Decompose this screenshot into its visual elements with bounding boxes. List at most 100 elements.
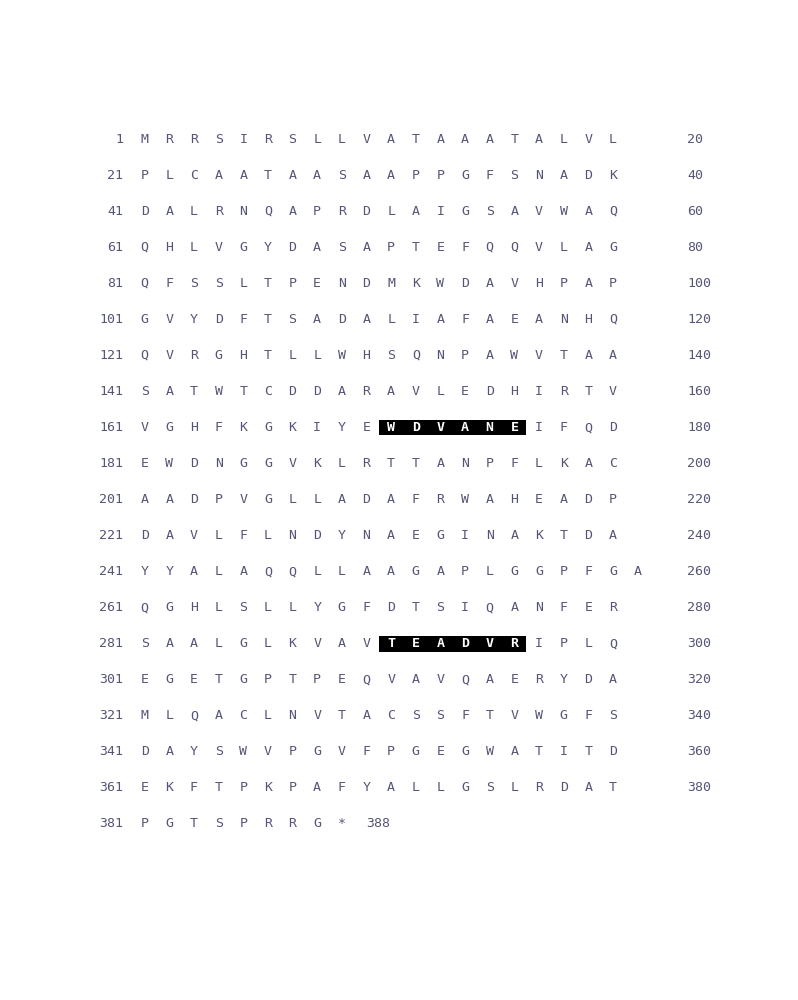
Text: S: S	[412, 709, 420, 722]
Text: S: S	[239, 601, 247, 614]
Text: 388: 388	[366, 817, 390, 830]
Text: F: F	[239, 529, 247, 542]
Text: Q: Q	[289, 565, 297, 578]
Text: H: H	[165, 241, 173, 254]
Text: V: V	[338, 745, 346, 758]
Text: M: M	[140, 709, 148, 722]
Text: L: L	[313, 133, 322, 146]
Text: F: F	[362, 745, 370, 758]
Text: L: L	[239, 277, 247, 290]
Text: S: S	[215, 277, 223, 290]
Bar	[379, 636, 526, 652]
Text: E: E	[437, 745, 444, 758]
Text: T: T	[486, 709, 494, 722]
Text: G: G	[165, 601, 173, 614]
Text: K: K	[289, 637, 297, 650]
Text: L: L	[215, 601, 223, 614]
Text: R: R	[289, 817, 297, 830]
Text: L: L	[215, 529, 223, 542]
Text: A: A	[412, 673, 420, 686]
Text: K: K	[412, 277, 420, 290]
Text: D: D	[140, 745, 148, 758]
Text: W: W	[338, 349, 346, 362]
Text: Q: Q	[362, 673, 370, 686]
Text: R: R	[165, 133, 173, 146]
Text: V: V	[264, 745, 272, 758]
Text: L: L	[165, 169, 173, 182]
Text: P: P	[264, 673, 272, 686]
Text: 240: 240	[687, 529, 711, 542]
Text: A: A	[486, 349, 494, 362]
Text: W: W	[535, 709, 543, 722]
Text: H: H	[190, 421, 198, 434]
Text: K: K	[264, 781, 272, 794]
Text: F: F	[165, 277, 173, 290]
Text: A: A	[362, 313, 370, 326]
Text: T: T	[215, 673, 223, 686]
Text: 320: 320	[687, 673, 711, 686]
Text: H: H	[362, 349, 370, 362]
Text: G: G	[140, 313, 148, 326]
Text: N: N	[437, 349, 444, 362]
Text: T: T	[584, 385, 592, 398]
Text: S: S	[190, 277, 198, 290]
Text: D: D	[313, 385, 322, 398]
Text: D: D	[313, 529, 322, 542]
Text: L: L	[511, 781, 519, 794]
Text: F: F	[461, 313, 469, 326]
Text: F: F	[559, 421, 567, 434]
Text: Q: Q	[609, 313, 617, 326]
Text: N: N	[461, 457, 469, 470]
Text: D: D	[362, 277, 370, 290]
Text: R: R	[437, 493, 444, 506]
Text: 41: 41	[107, 205, 123, 218]
Text: Y: Y	[190, 313, 198, 326]
Text: F: F	[486, 169, 494, 182]
Text: F: F	[215, 421, 223, 434]
Text: S: S	[511, 169, 519, 182]
Text: R: R	[215, 205, 223, 218]
Text: A: A	[609, 673, 617, 686]
Text: T: T	[535, 745, 543, 758]
Text: Y: Y	[338, 421, 346, 434]
Text: 60: 60	[687, 205, 703, 218]
Text: E: E	[535, 493, 543, 506]
Text: N: N	[535, 601, 543, 614]
Text: A: A	[387, 781, 395, 794]
Text: Q: Q	[140, 241, 148, 254]
Text: A: A	[289, 169, 297, 182]
Text: A: A	[313, 169, 322, 182]
Text: E: E	[140, 457, 148, 470]
Text: N: N	[486, 529, 494, 542]
Text: P: P	[140, 817, 148, 830]
Text: G: G	[461, 205, 469, 218]
Text: A: A	[338, 637, 346, 650]
Text: L: L	[437, 385, 444, 398]
Text: P: P	[140, 169, 148, 182]
Text: I: I	[437, 205, 444, 218]
Text: T: T	[559, 529, 567, 542]
Text: L: L	[264, 709, 272, 722]
Text: E: E	[412, 637, 420, 650]
Text: A: A	[165, 637, 173, 650]
Text: T: T	[264, 169, 272, 182]
Text: Q: Q	[584, 421, 592, 434]
Text: L: L	[165, 709, 173, 722]
Text: L: L	[387, 313, 395, 326]
Text: V: V	[190, 529, 198, 542]
Text: P: P	[313, 205, 322, 218]
Text: A: A	[215, 169, 223, 182]
Text: W: W	[239, 745, 247, 758]
Text: 341: 341	[99, 745, 123, 758]
Text: D: D	[584, 493, 592, 506]
Text: K: K	[609, 169, 617, 182]
Text: 140: 140	[687, 349, 711, 362]
Text: F: F	[412, 493, 420, 506]
Text: A: A	[584, 241, 592, 254]
Text: V: V	[165, 313, 173, 326]
Text: I: I	[461, 601, 469, 614]
Text: W: W	[486, 745, 494, 758]
Text: R: R	[362, 385, 370, 398]
Text: A: A	[559, 169, 567, 182]
Text: D: D	[362, 205, 370, 218]
